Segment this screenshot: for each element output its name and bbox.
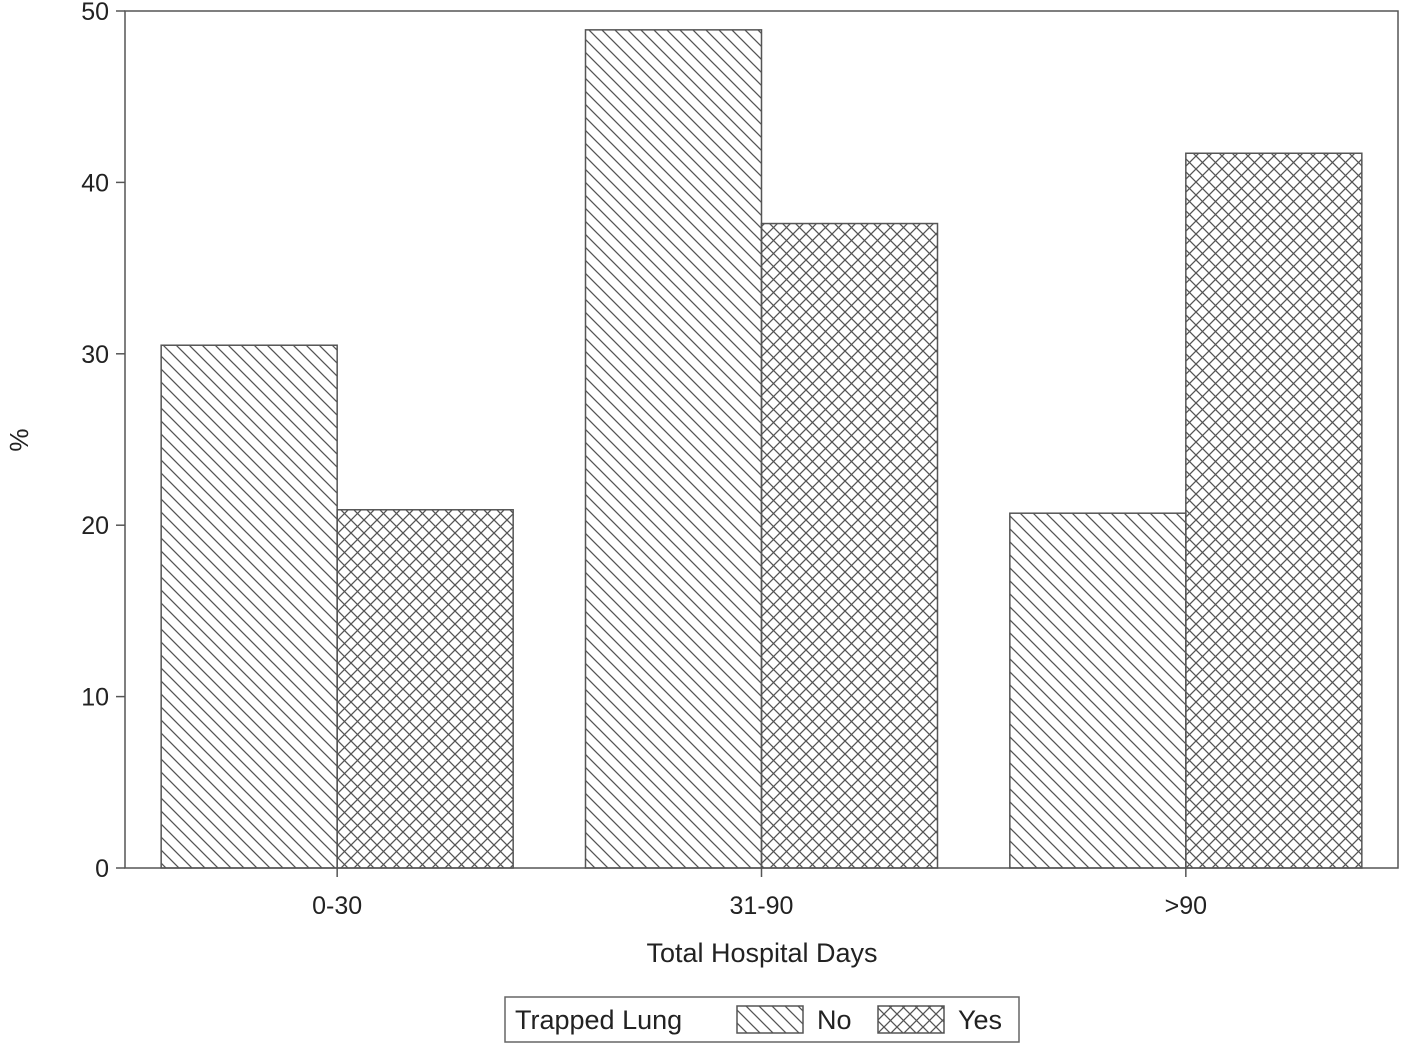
bar-yes-3 bbox=[1185, 152, 1363, 869]
legend-swatch-yes bbox=[877, 1005, 945, 1034]
legend-label-no: No bbox=[817, 1005, 852, 1035]
y-tick-label: 30 bbox=[81, 341, 109, 369]
legend-swatch-no bbox=[736, 1005, 804, 1034]
y-tick-label: 50 bbox=[81, 0, 109, 26]
y-tick-label: 0 bbox=[95, 855, 109, 883]
bar-no-3 bbox=[1009, 512, 1187, 869]
x-tick-label: >90 bbox=[1165, 892, 1207, 920]
bar-no-2 bbox=[584, 29, 763, 869]
y-tick-label: 10 bbox=[81, 684, 109, 712]
legend: Trapped Lung No Yes bbox=[504, 996, 1020, 1043]
x-tick-label: 0-30 bbox=[312, 892, 362, 920]
bar-no-1 bbox=[160, 344, 338, 869]
legend-label-yes: Yes bbox=[958, 1005, 1002, 1035]
legend-title: Trapped Lung bbox=[515, 1005, 682, 1035]
y-tick-label: 40 bbox=[81, 169, 109, 197]
plot-area: 0 10 20 30 40 50 0-30 31-90 >90 bbox=[81, 0, 1399, 920]
y-tick-label: 20 bbox=[81, 512, 109, 540]
x-tick-label: 31-90 bbox=[730, 892, 794, 920]
x-axis-label: Total Hospital Days bbox=[646, 938, 877, 968]
bar-yes-1 bbox=[336, 509, 514, 869]
bar-yes-2 bbox=[760, 222, 939, 869]
y-axis-label: % bbox=[4, 428, 34, 451]
